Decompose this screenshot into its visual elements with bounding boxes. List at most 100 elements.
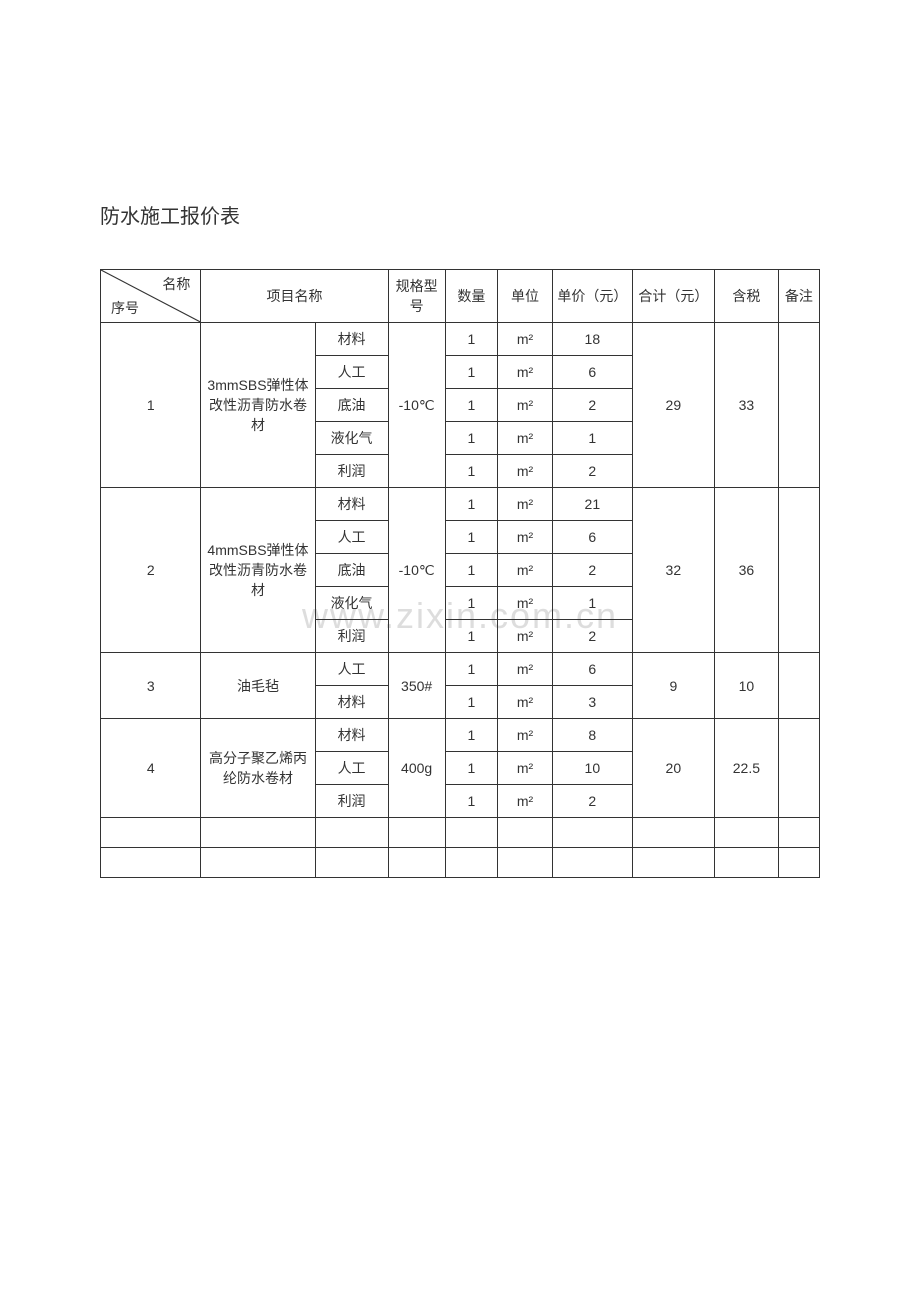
cell-qty: 1 bbox=[445, 719, 497, 752]
col-tax: 含税 bbox=[714, 270, 778, 323]
cell-empty bbox=[714, 848, 778, 878]
col-unit: 单位 bbox=[498, 270, 553, 323]
cell-qty: 1 bbox=[445, 521, 497, 554]
cell-empty bbox=[498, 848, 553, 878]
cell-sub-item: 利润 bbox=[315, 785, 388, 818]
cell-qty: 1 bbox=[445, 785, 497, 818]
table-row: 13mmSBS弹性体改性沥青防水卷材材料-10℃1m²182933 bbox=[101, 323, 820, 356]
table-row: 4高分子聚乙烯丙纶防水卷材材料400g1m²82022.5 bbox=[101, 719, 820, 752]
cell-unit: m² bbox=[498, 719, 553, 752]
cell-empty bbox=[201, 818, 315, 848]
cell-tax: 36 bbox=[714, 488, 778, 653]
cell-qty: 1 bbox=[445, 752, 497, 785]
quotation-table: 名称 序号 项目名称 规格型号 数量 单位 单价（元） 合计（元） 含税 备注 … bbox=[100, 269, 820, 878]
cell-qty: 1 bbox=[445, 356, 497, 389]
document-content: 防水施工报价表 名称 序号 项目名称 bbox=[100, 200, 820, 878]
diag-header: 名称 序号 bbox=[101, 270, 201, 323]
cell-spec: -10℃ bbox=[388, 488, 445, 653]
cell-project-name: 高分子聚乙烯丙纶防水卷材 bbox=[201, 719, 315, 818]
cell-project-name: 4mmSBS弹性体改性沥青防水卷材 bbox=[201, 488, 315, 653]
cell-price: 8 bbox=[552, 719, 632, 752]
cell-price: 2 bbox=[552, 389, 632, 422]
cell-seq: 4 bbox=[101, 719, 201, 818]
cell-unit: m² bbox=[498, 422, 553, 455]
col-price: 单价（元） bbox=[552, 270, 632, 323]
col-remark: 备注 bbox=[778, 270, 819, 323]
table-row-empty bbox=[101, 848, 820, 878]
cell-empty bbox=[315, 818, 388, 848]
cell-qty: 1 bbox=[445, 554, 497, 587]
cell-empty bbox=[498, 818, 553, 848]
cell-unit: m² bbox=[498, 488, 553, 521]
cell-sum: 32 bbox=[632, 488, 714, 653]
cell-qty: 1 bbox=[445, 422, 497, 455]
cell-sum: 9 bbox=[632, 653, 714, 719]
cell-qty: 1 bbox=[445, 389, 497, 422]
cell-sub-item: 人工 bbox=[315, 653, 388, 686]
table-row: 24mmSBS弹性体改性沥青防水卷材材料-10℃1m²213236 bbox=[101, 488, 820, 521]
cell-empty bbox=[201, 848, 315, 878]
cell-empty bbox=[632, 848, 714, 878]
header-row: 名称 序号 项目名称 规格型号 数量 单位 单价（元） 合计（元） 含税 备注 bbox=[101, 270, 820, 323]
cell-seq: 3 bbox=[101, 653, 201, 719]
cell-price: 2 bbox=[552, 620, 632, 653]
cell-price: 3 bbox=[552, 686, 632, 719]
cell-price: 2 bbox=[552, 785, 632, 818]
page-title: 防水施工报价表 bbox=[100, 200, 820, 229]
cell-qty: 1 bbox=[445, 455, 497, 488]
cell-project-name: 油毛毡 bbox=[201, 653, 315, 719]
cell-empty bbox=[445, 848, 497, 878]
cell-sub-item: 底油 bbox=[315, 554, 388, 587]
cell-empty bbox=[101, 818, 201, 848]
cell-remark bbox=[778, 323, 819, 488]
cell-price: 10 bbox=[552, 752, 632, 785]
cell-tax: 22.5 bbox=[714, 719, 778, 818]
cell-sub-item: 液化气 bbox=[315, 587, 388, 620]
diag-top-label: 名称 bbox=[162, 274, 190, 294]
cell-unit: m² bbox=[498, 785, 553, 818]
cell-remark bbox=[778, 488, 819, 653]
cell-price: 18 bbox=[552, 323, 632, 356]
cell-seq: 2 bbox=[101, 488, 201, 653]
cell-qty: 1 bbox=[445, 488, 497, 521]
cell-price: 2 bbox=[552, 455, 632, 488]
cell-sum: 29 bbox=[632, 323, 714, 488]
cell-unit: m² bbox=[498, 653, 553, 686]
diag-bottom-label: 序号 bbox=[111, 298, 139, 318]
cell-empty bbox=[388, 848, 445, 878]
cell-sub-item: 人工 bbox=[315, 752, 388, 785]
cell-sub-item: 液化气 bbox=[315, 422, 388, 455]
cell-spec: 350# bbox=[388, 653, 445, 719]
cell-sub-item: 底油 bbox=[315, 389, 388, 422]
cell-unit: m² bbox=[498, 521, 553, 554]
cell-sub-item: 人工 bbox=[315, 521, 388, 554]
cell-unit: m² bbox=[498, 554, 553, 587]
table-body: 13mmSBS弹性体改性沥青防水卷材材料-10℃1m²182933人工1m²6底… bbox=[101, 323, 820, 878]
cell-unit: m² bbox=[498, 686, 553, 719]
cell-empty bbox=[552, 848, 632, 878]
table-row-empty bbox=[101, 818, 820, 848]
cell-sub-item: 材料 bbox=[315, 323, 388, 356]
cell-unit: m² bbox=[498, 455, 553, 488]
cell-price: 1 bbox=[552, 422, 632, 455]
col-spec: 规格型号 bbox=[388, 270, 445, 323]
cell-spec: -10℃ bbox=[388, 323, 445, 488]
cell-sub-item: 人工 bbox=[315, 356, 388, 389]
cell-unit: m² bbox=[498, 620, 553, 653]
cell-tax: 33 bbox=[714, 323, 778, 488]
cell-remark bbox=[778, 653, 819, 719]
cell-spec: 400g bbox=[388, 719, 445, 818]
cell-unit: m² bbox=[498, 356, 553, 389]
cell-empty bbox=[778, 848, 819, 878]
cell-empty bbox=[445, 818, 497, 848]
cell-price: 6 bbox=[552, 653, 632, 686]
cell-qty: 1 bbox=[445, 620, 497, 653]
cell-sub-item: 材料 bbox=[315, 686, 388, 719]
cell-sub-item: 材料 bbox=[315, 719, 388, 752]
cell-sub-item: 利润 bbox=[315, 620, 388, 653]
cell-unit: m² bbox=[498, 323, 553, 356]
col-sum: 合计（元） bbox=[632, 270, 714, 323]
cell-qty: 1 bbox=[445, 323, 497, 356]
cell-empty bbox=[552, 818, 632, 848]
col-project-name: 项目名称 bbox=[201, 270, 388, 323]
